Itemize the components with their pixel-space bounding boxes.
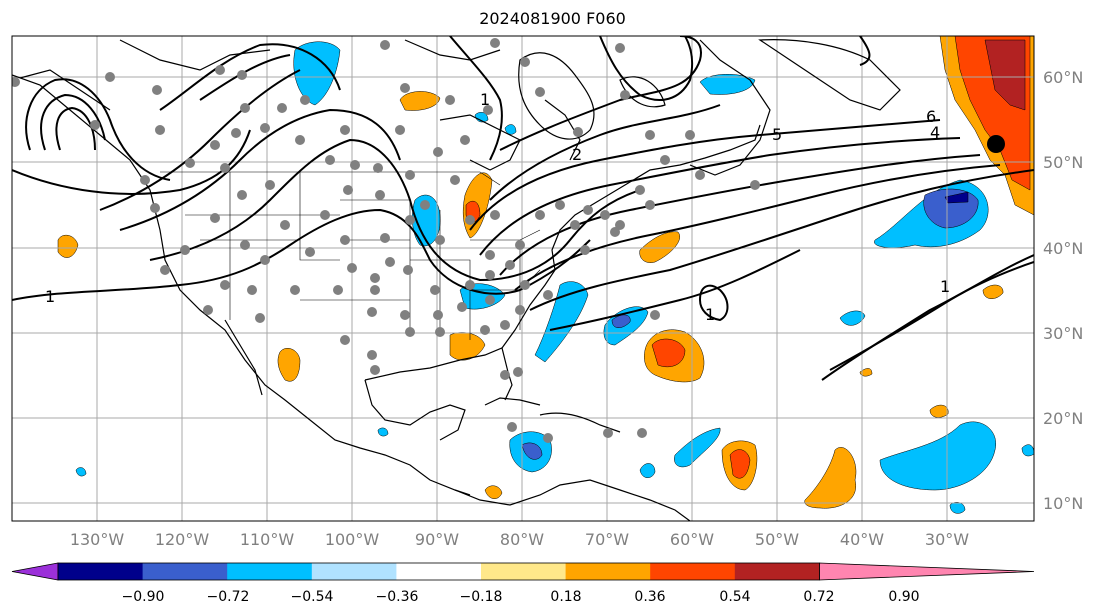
lon-label: 50°W: [755, 530, 799, 549]
colorbar-tick-label: −0.18: [460, 589, 503, 605]
colorbar-segment: [58, 563, 144, 580]
colorbar-segment: [142, 563, 228, 580]
colorbar-tick-label: −0.72: [207, 589, 250, 605]
lon-label: 130°W: [70, 530, 125, 549]
gridlines: [12, 36, 1034, 521]
colorbar-tick-label: 0.72: [803, 589, 834, 605]
lon-label: 80°W: [500, 530, 544, 549]
colorbar-tick-label: −0.90: [122, 589, 165, 605]
colorbar-tick-label: 0.36: [634, 589, 665, 605]
contour-label: 5: [772, 125, 782, 144]
colorbar-extend-high: [819, 562, 1035, 581]
colorbar-tick-label: 0.18: [550, 589, 581, 605]
anomaly-shading: [57, 36, 1034, 514]
colorbar-tick-label: −0.54: [291, 589, 334, 605]
colorbar-segment: [396, 563, 482, 580]
map-frame: [11, 35, 1035, 522]
contour-label: 1: [45, 287, 55, 306]
station-markers: [12, 38, 760, 443]
colorbar-segment: [734, 563, 820, 580]
colorbar-extend-low: [11, 562, 59, 581]
contour-label: 1: [940, 277, 950, 296]
latitude-labels: 60°N 50°N 40°N 30°N 20°N 10°N: [1043, 68, 1083, 513]
highlight-marker: [987, 135, 1005, 153]
lon-label: 60°W: [670, 530, 714, 549]
lat-label: 50°N: [1043, 153, 1083, 172]
contour-labels: 1 2 5 6 4 1 1 1: [45, 90, 950, 324]
contour-label: 4: [930, 123, 940, 142]
colorbar-segment: [311, 563, 397, 580]
lon-label: 110°W: [240, 530, 295, 549]
lon-label: 40°W: [840, 530, 884, 549]
colorbar: [11, 562, 1035, 581]
lon-label: 70°W: [585, 530, 629, 549]
lat-label: 30°N: [1043, 324, 1083, 343]
colorbar-tick-label: −0.36: [376, 589, 419, 605]
colorbar-tick-label: 0.90: [888, 589, 919, 605]
contour-label: 1: [480, 90, 490, 109]
contour-label: 2: [572, 145, 582, 164]
colorbar-segment: [227, 563, 313, 580]
height-contours: [12, 36, 1034, 381]
colorbar-outline: [57, 562, 820, 581]
lat-label: 10°N: [1043, 494, 1083, 513]
longitude-labels: 130°W 120°W 110°W 100°W 90°W 80°W 70°W 6…: [70, 530, 969, 549]
map-title: 2024081900 F060: [479, 9, 626, 28]
lat-label: 40°N: [1043, 239, 1083, 258]
lon-label: 120°W: [155, 530, 210, 549]
lat-label: 60°N: [1043, 68, 1083, 87]
colorbar-segment: [565, 563, 651, 580]
colorbar-segment: [650, 563, 736, 580]
lon-label: 30°W: [925, 530, 969, 549]
lat-label: 20°N: [1043, 409, 1083, 428]
colorbar-tick-labels: −0.90 −0.72 −0.54 −0.36 −0.18 0.18 0.36 …: [122, 589, 920, 605]
colorbar-tick-label: 0.54: [719, 589, 750, 605]
lon-label: 90°W: [415, 530, 459, 549]
lon-label: 100°W: [325, 530, 380, 549]
contour-label: 6: [926, 107, 936, 126]
colorbar-segment: [481, 563, 567, 580]
contour-label: 1: [705, 305, 715, 324]
